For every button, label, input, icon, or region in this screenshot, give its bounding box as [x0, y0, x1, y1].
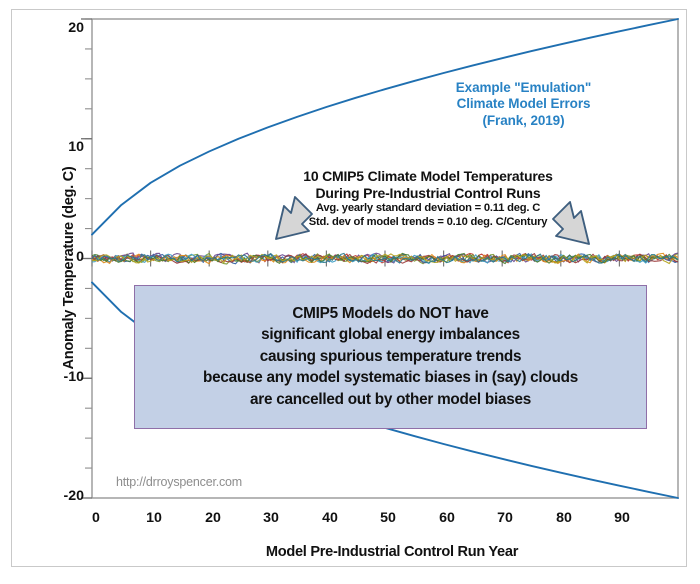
emulation-label: Example "Emulation" Climate Model Errors… [416, 80, 631, 129]
cmip5-annotation: 10 CMIP5 Climate Model Temperatures Duri… [248, 168, 608, 229]
message-line5: are cancelled out by other model biases [250, 390, 531, 408]
x-tick-label: 90 [614, 510, 630, 526]
x-tick-label: 80 [556, 510, 572, 526]
x-tick-label: 10 [146, 510, 162, 526]
cmip5-annotation-line3: Avg. yearly standard deviation = 0.11 de… [315, 202, 541, 215]
message-line3: causing spurious temperature trends [259, 347, 522, 365]
y-tick-label: 0 [76, 249, 84, 265]
x-tick-label: 20 [205, 510, 221, 526]
y-axis-major-ticks [81, 18, 92, 499]
x-tick-label: 70 [497, 510, 513, 526]
x-tick-label: 60 [439, 510, 455, 526]
x-tick-label: 0 [92, 510, 100, 526]
x-tick-label: 40 [322, 510, 338, 526]
y-tick-label: 10 [68, 139, 84, 155]
emulation-label-line2: Climate Model Errors [456, 96, 591, 112]
x-axis-title: Model Pre-Industrial Control Run Year [265, 544, 519, 560]
x-tick-label: 30 [263, 510, 279, 526]
cmip5-ensemble-lines [91, 252, 679, 265]
y-tick-label: -20 [63, 488, 84, 504]
down-left-arrow-icon [275, 196, 313, 240]
chart-frame: 20 10 0 -10 -20 0 10 20 30 40 50 60 70 8… [11, 9, 687, 567]
y-tick-label: -10 [63, 369, 84, 385]
message-line2: significant global energy imbalances [261, 326, 520, 344]
cmip5-annotation-line2: During Pre-Industrial Control Runs [315, 185, 541, 202]
cmip5-annotation-line4: Std. dev of model trends = 0.10 deg. C/C… [308, 215, 548, 228]
y-tick-label: 20 [68, 20, 84, 36]
message-callout-box: CMIP5 Models do NOT have significant glo… [134, 285, 647, 429]
emulation-label-line3: (Frank, 2019) [482, 112, 565, 128]
y-axis-title: Anomaly Temperature (deg. C) [61, 166, 77, 370]
cmip5-annotation-line1: 10 CMIP5 Climate Model Temperatures [303, 168, 553, 184]
message-line4: because any model systematic biases in (… [203, 369, 578, 387]
down-right-arrow-icon [552, 201, 590, 245]
emulation-label-line1: Example "Emulation" [455, 80, 592, 95]
x-tick-label: 50 [380, 510, 396, 526]
watermark-url: http://drroyspencer.com [116, 475, 243, 489]
message-line1: CMIP5 Models do NOT have [292, 305, 489, 323]
